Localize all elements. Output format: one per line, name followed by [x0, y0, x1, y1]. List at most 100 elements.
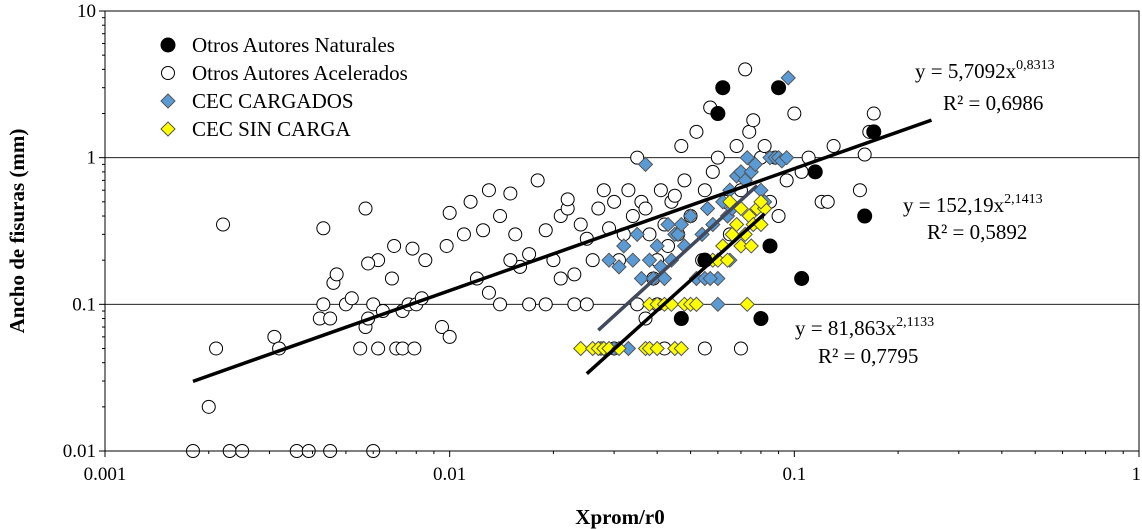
legend-marker-acelerados: [161, 66, 175, 80]
point-acelerados: [757, 139, 772, 154]
trendline-r2: R² = 0,5892: [927, 220, 1027, 244]
point-acelerados: [201, 399, 216, 414]
point-acelerados: [674, 139, 689, 154]
gridlines: [105, 157, 1139, 305]
point-cargados: [649, 238, 665, 254]
point-acelerados: [481, 183, 496, 198]
point-acelerados: [522, 297, 537, 312]
point-acelerados: [407, 341, 422, 356]
trendline-r2: R² = 0,7795: [818, 344, 918, 368]
point-acelerados: [653, 183, 668, 198]
point-acelerados: [463, 194, 478, 209]
point-naturales: [673, 311, 689, 327]
data-points: [185, 62, 882, 458]
point-acelerados: [638, 201, 653, 216]
trendline-equation: y = 81,863x2,1133: [795, 315, 934, 340]
point-acelerados: [625, 209, 640, 224]
point-acelerados: [522, 247, 537, 262]
legend-marker-naturales: [160, 37, 176, 53]
point-acelerados: [567, 267, 582, 282]
point-acelerados: [323, 311, 338, 326]
legend: Otros Autores Naturales Otros Autores Ace…: [160, 33, 408, 141]
x-tick-label: 1: [1132, 464, 1142, 485]
point-acelerados: [567, 297, 582, 312]
legend-marker-sin_carga: [160, 121, 176, 137]
point-sin_carga: [753, 194, 769, 210]
y-tick-label: 0.01: [63, 441, 96, 462]
point-cargados: [616, 238, 632, 254]
point-sin_carga: [649, 340, 665, 357]
trendline-r2: R² = 0,6986: [943, 91, 1043, 115]
point-naturales: [794, 271, 810, 287]
point-acelerados: [621, 183, 636, 198]
point-acelerados: [405, 241, 420, 256]
equation-base: y = 152,19x: [903, 193, 1005, 217]
point-acelerados: [630, 150, 645, 165]
point-acelerados: [439, 238, 454, 253]
point-acelerados: [746, 113, 761, 128]
point-cargados: [780, 70, 796, 86]
point-cargados: [702, 270, 718, 287]
point-cargados: [625, 252, 641, 268]
point-acelerados: [538, 223, 553, 238]
point-naturales: [715, 80, 731, 96]
equation-base: y = 81,863x: [795, 316, 897, 340]
point-acelerados: [503, 186, 518, 201]
legend-label-naturales: Otros Autores Naturales: [192, 33, 395, 57]
equation-exponent: 2,1413: [1004, 192, 1043, 207]
point-sin_carga: [611, 340, 627, 357]
x-tick-label: 0.001: [84, 464, 127, 485]
point-acelerados: [329, 267, 344, 282]
point-naturales: [771, 80, 787, 96]
point-cargados: [611, 259, 627, 275]
point-acelerados: [366, 297, 381, 312]
point-acelerados: [667, 188, 682, 203]
point-acelerados: [503, 253, 518, 268]
point-sin_carga: [688, 296, 705, 313]
point-acelerados: [852, 183, 867, 198]
point-naturales: [710, 106, 726, 122]
legend-label-acelerados: Otros Autores Acelerados: [192, 61, 408, 85]
point-cargados: [682, 208, 699, 224]
point-acelerados: [705, 164, 720, 179]
point-acelerados: [710, 150, 725, 165]
point-cargados: [699, 200, 716, 217]
point-acelerados: [607, 194, 622, 209]
point-cargados: [641, 252, 658, 268]
point-acelerados: [395, 341, 410, 356]
legend-label-sin_carga: CEC SIN CARGA: [192, 117, 352, 141]
point-cargados: [629, 226, 645, 243]
point-acelerados: [857, 147, 872, 162]
point-acelerados: [742, 124, 757, 139]
point-acelerados: [216, 217, 231, 232]
point-cargados: [747, 156, 763, 173]
point-acelerados: [689, 124, 704, 139]
point-acelerados: [866, 106, 881, 121]
trendline-equation: y = 5,7092x0,8313: [915, 58, 1055, 83]
point-acelerados: [579, 297, 594, 312]
point-acelerados: [642, 227, 657, 242]
point-acelerados: [353, 341, 368, 356]
trendline-equation: y = 152,19x2,1413: [903, 192, 1043, 217]
point-acelerados: [442, 329, 457, 344]
point-acelerados: [316, 221, 331, 236]
point-acelerados: [493, 297, 508, 312]
equation-base: y = 5,7092x: [915, 59, 1017, 83]
point-acelerados: [418, 253, 433, 268]
equation-exponent: 2,1133: [896, 315, 934, 330]
point-acelerados: [442, 205, 457, 220]
legend-label-cargados: CEC CARGADOS: [192, 89, 354, 113]
point-sin_carga: [673, 340, 690, 357]
point-acelerados: [530, 173, 545, 188]
point-acelerados: [476, 223, 491, 238]
point-acelerados: [384, 271, 399, 286]
point-naturales: [807, 164, 823, 180]
point-cargados: [601, 252, 617, 268]
y-tick-label: 10: [77, 1, 96, 22]
legend-marker-cargados: [160, 93, 176, 109]
point-acelerados: [826, 139, 841, 154]
point-acelerados: [371, 341, 386, 356]
point-acelerados: [361, 256, 376, 271]
